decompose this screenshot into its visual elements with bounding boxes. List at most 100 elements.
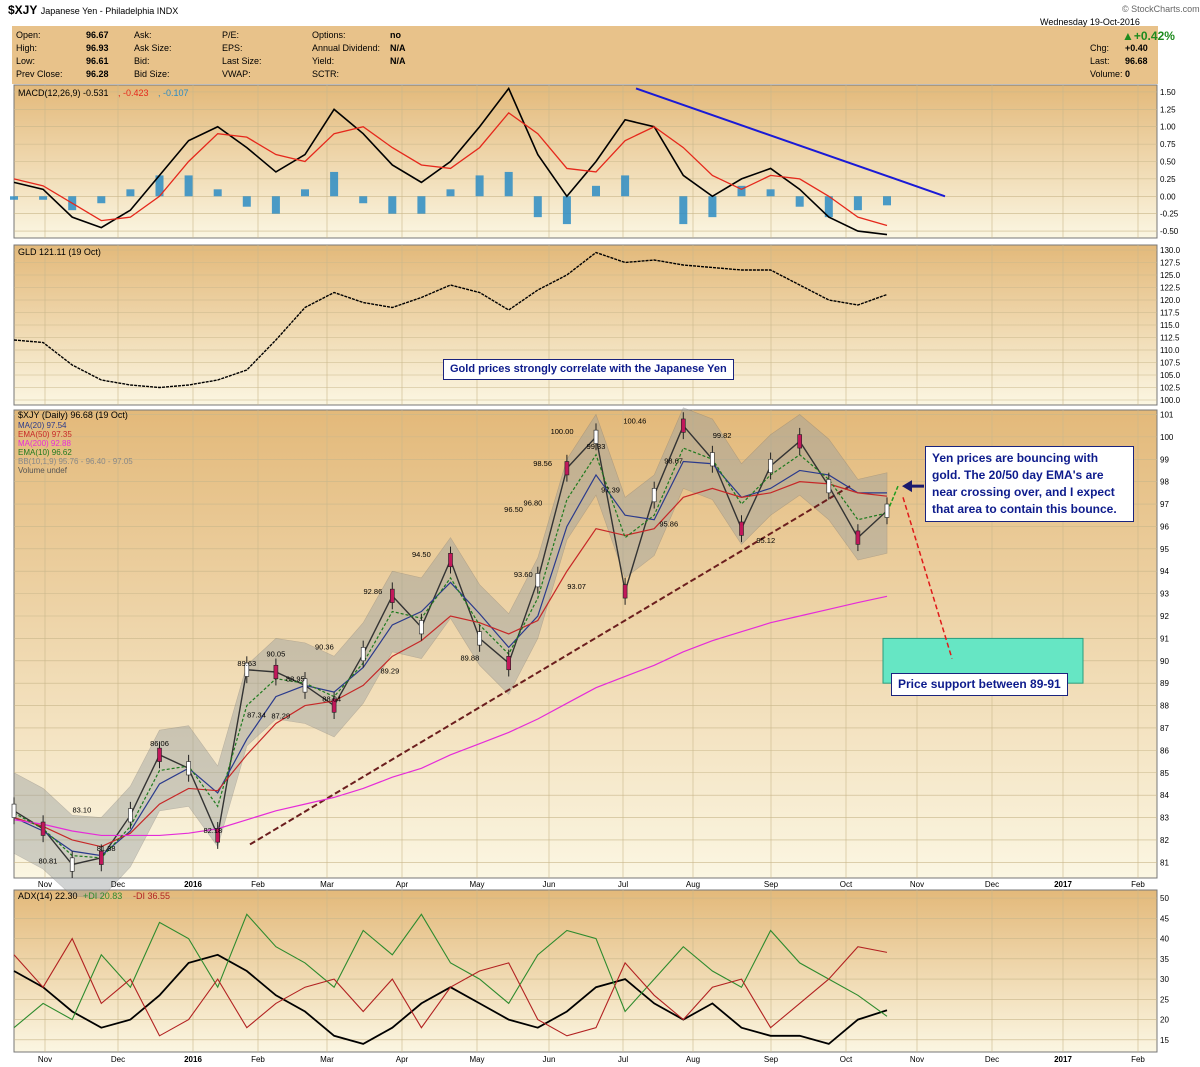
- x-axis-label: Nov: [38, 1055, 52, 1064]
- macd-histogram-bar: [359, 196, 368, 204]
- price-data-label: 89.63: [237, 659, 256, 668]
- field-label: High:: [16, 43, 38, 53]
- yen-note: Yen prices are bouncing with gold. The 2…: [925, 446, 1134, 522]
- y-tick-label: 83: [1160, 814, 1169, 823]
- xjy-legend-item: BB(10,1,9) 95.76 - 96.40 - 97.05: [18, 457, 133, 466]
- y-tick-label: 94: [1160, 567, 1169, 576]
- price-data-label: 90.05: [267, 650, 286, 659]
- x-axis-label: Mar: [320, 1055, 334, 1064]
- macd-histogram-bar: [97, 196, 106, 204]
- adx-label: ADX(14) 22.30: [18, 891, 78, 901]
- field-label: Open:: [16, 30, 41, 40]
- y-tick-label: 115.0: [1160, 321, 1180, 330]
- price-data-label: 93.07: [567, 582, 586, 591]
- adx-series-di: [13, 913, 888, 1029]
- x-axis-label: Oct: [840, 1055, 853, 1064]
- field-value: 96.68: [1125, 56, 1148, 66]
- x-axis-label: Apr: [396, 1055, 409, 1064]
- price-candle-body: [797, 434, 803, 449]
- macd-histogram-bar: [213, 189, 222, 197]
- macd-series-signal: [13, 111, 888, 227]
- macd-histogram-bar: [242, 196, 251, 207]
- y-tick-label: 117.5: [1160, 309, 1180, 318]
- price-candle-body: [535, 573, 541, 588]
- field-label: Ask Size:: [134, 43, 172, 53]
- price-data-label: 90.36: [315, 643, 334, 652]
- y-tick-label: 82: [1160, 836, 1169, 845]
- field-label: Chg:: [1090, 43, 1110, 53]
- x-axis-label: Apr: [396, 880, 409, 889]
- y-tick-label: 95: [1160, 545, 1169, 554]
- x-axis-label: Aug: [686, 880, 700, 889]
- y-tick-label: 88: [1160, 702, 1169, 711]
- x-axis-label: Nov: [38, 880, 52, 889]
- price-candle-body: [389, 588, 395, 603]
- price-data-label: 99.82: [713, 431, 732, 440]
- price-candle-body: [506, 656, 512, 671]
- field-value: 96.93: [86, 43, 109, 53]
- y-tick-label: 122.5: [1160, 284, 1181, 293]
- y-tick-label: 93: [1160, 590, 1169, 599]
- symbol: $XJY: [8, 3, 38, 17]
- macd-series-macd: [13, 86, 888, 236]
- price-candle-body: [157, 747, 162, 762]
- y-tick-label: 97: [1160, 500, 1169, 509]
- x-axis-label: 2016: [184, 1055, 202, 1064]
- field-label: P/E:: [222, 30, 240, 40]
- symbol-title: $XJY Japanese Yen - Philadelphia INDX: [8, 3, 178, 17]
- x-axis-label: Nov: [910, 880, 924, 889]
- macd-histogram-bar: [824, 196, 833, 218]
- price-candle-body: [11, 803, 17, 818]
- y-tick-label: 1.00: [1160, 123, 1176, 132]
- macd-histogram-bar: [533, 196, 542, 218]
- price-candle-body: [710, 452, 715, 467]
- macd-histogram-bar: [737, 185, 746, 197]
- macd-histogram-bar: [708, 196, 717, 218]
- x-axis-label: Feb: [1131, 1055, 1145, 1064]
- price-candle-body: [244, 662, 250, 677]
- macd-label: , -0.107: [158, 88, 189, 98]
- gld-price-line: [13, 251, 888, 389]
- price-candle-body: [331, 698, 337, 713]
- y-tick-label: 87: [1160, 724, 1169, 733]
- xjy-legend-item: EMA(50) 97.35: [18, 430, 72, 439]
- field-value: N/A: [390, 56, 406, 66]
- field-label: Ask:: [134, 30, 152, 40]
- y-tick-label: 100.0: [1160, 396, 1181, 405]
- x-axis-label: Feb: [251, 880, 265, 889]
- price-candle-body: [99, 850, 104, 865]
- gold-note: Gold prices strongly correlate with the …: [443, 359, 734, 380]
- y-tick-label: 30: [1160, 975, 1169, 984]
- field-label: SCTR:: [312, 69, 339, 79]
- price-data-label: 92.86: [364, 587, 383, 596]
- macd-histogram-bar: [417, 196, 426, 214]
- price-candle-body: [855, 530, 861, 545]
- price-candle-body: [448, 553, 453, 568]
- y-tick-label: 0.25: [1160, 175, 1176, 184]
- price-candle-body: [593, 429, 599, 444]
- macd-histogram-bar: [795, 196, 804, 207]
- price-data-label: 89.88: [461, 653, 480, 662]
- adx-label: -DI 36.55: [133, 891, 170, 901]
- change-pct: ▲+0.42%: [1122, 29, 1175, 43]
- field-label: EPS:: [222, 43, 243, 53]
- macd-histogram-bar: [853, 196, 862, 211]
- y-tick-label: 99: [1160, 455, 1169, 464]
- x-axis-label: 2017: [1054, 1055, 1072, 1064]
- price-data-label: 82.18: [203, 826, 222, 835]
- xjy-legend-item: MA(200) 92.88: [18, 439, 71, 448]
- y-tick-label: 127.5: [1160, 259, 1181, 268]
- xjy-label: $XJY (Daily) 96.68 (19 Oct): [18, 410, 128, 420]
- price-candle-body: [360, 647, 366, 662]
- macd-histogram-bar: [330, 171, 339, 197]
- source-label: © StockCharts.com: [1122, 4, 1200, 14]
- y-tick-label: 85: [1160, 769, 1169, 778]
- field-value: N/A: [390, 43, 406, 53]
- macd-label: , -0.423: [118, 88, 149, 98]
- price-data-label: 94.50: [412, 550, 431, 559]
- y-tick-label: 92: [1160, 612, 1169, 621]
- price-candle-body: [622, 584, 628, 599]
- date-label: Wednesday 19-Oct-2016: [1040, 17, 1140, 27]
- xjy-series-ma200: [13, 595, 888, 837]
- macd-trendline: [635, 87, 946, 198]
